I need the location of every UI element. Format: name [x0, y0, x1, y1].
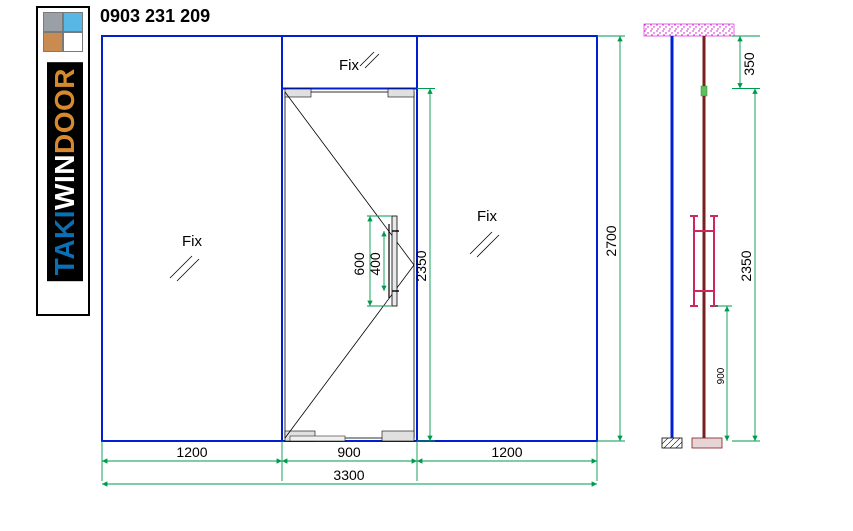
dim-door-height: 2350	[413, 250, 429, 281]
pull-handle	[392, 216, 397, 306]
section-ceiling	[644, 24, 734, 36]
dim-section-350: 350	[741, 52, 757, 76]
glass-mark-top	[360, 52, 379, 68]
label-left-fix: Fix	[182, 233, 202, 250]
dim-door-width: 900	[337, 444, 361, 460]
patch-fitting-top-right	[388, 89, 414, 97]
section-floor-spring	[692, 438, 722, 448]
section-patch	[701, 86, 707, 96]
floor-spring	[290, 436, 345, 441]
dim-section-2350: 2350	[738, 250, 754, 281]
dim-handle-400: 400	[367, 252, 383, 276]
brand-logo: TAKIWINDOOR	[36, 6, 90, 316]
label-top-fix: Fix	[339, 57, 359, 74]
floor-spring-cover	[382, 431, 414, 441]
dim-total-height: 2700	[603, 225, 619, 256]
dim-total-width: 3300	[333, 467, 364, 483]
drawing-svg: Fix Fix Fix 1200 900 1200 3300 2350 600 …	[92, 6, 852, 526]
dim-right-width: 1200	[491, 444, 522, 460]
glass-mark-left	[170, 256, 199, 281]
section-floor-1	[662, 438, 682, 448]
dim-section-900: 900	[716, 367, 727, 384]
dim-left-width: 1200	[176, 444, 207, 460]
logo-swatches	[43, 12, 83, 52]
drawing-canvas: Fix Fix Fix 1200 900 1200 3300 2350 600 …	[92, 6, 852, 526]
dim-handle-600: 600	[351, 252, 367, 276]
logo-text: TAKIWINDOOR	[47, 62, 83, 281]
label-right-fix: Fix	[477, 208, 497, 225]
glass-mark-right	[470, 232, 499, 257]
elevation-outer-frame	[102, 36, 597, 441]
patch-fitting-top-left	[285, 89, 311, 97]
